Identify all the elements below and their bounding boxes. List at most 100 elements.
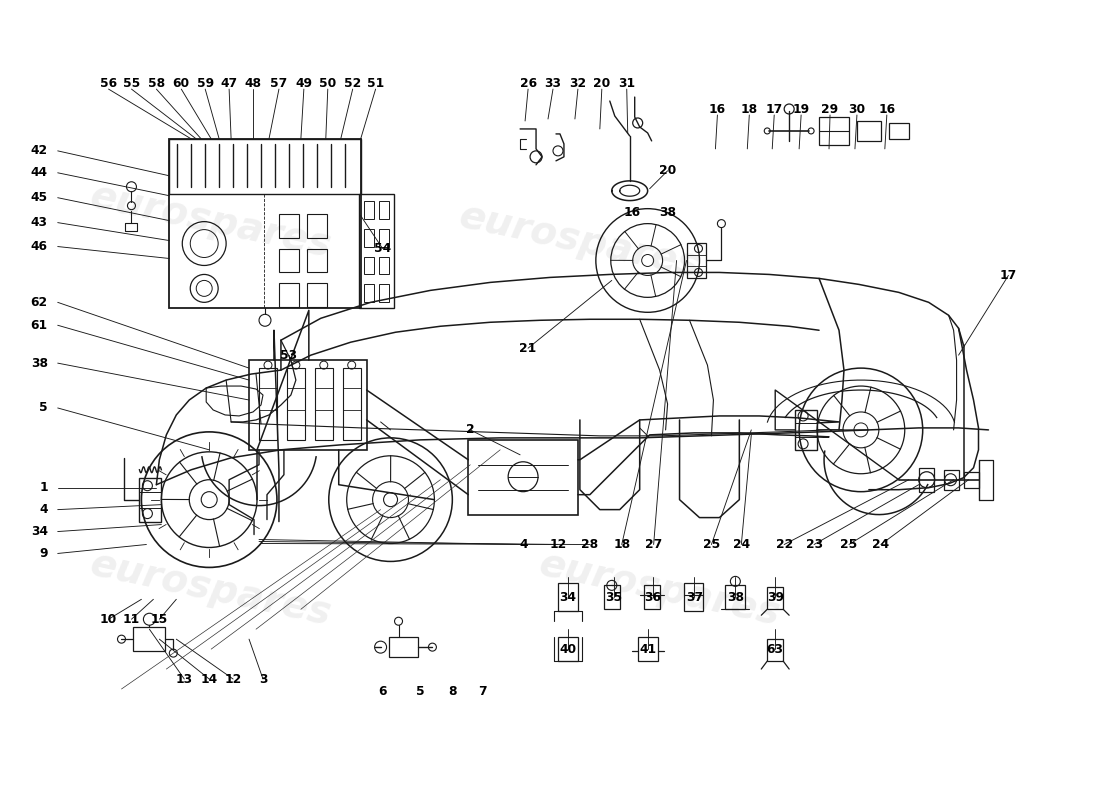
Text: 39: 39: [767, 591, 783, 604]
Text: 12: 12: [224, 673, 242, 686]
Text: 63: 63: [767, 642, 783, 656]
Text: 3: 3: [258, 673, 267, 686]
Text: 26: 26: [519, 77, 537, 90]
Text: 58: 58: [147, 77, 165, 90]
Bar: [279, 214, 299, 238]
Text: eurospares: eurospares: [87, 177, 336, 265]
Bar: [249, 360, 366, 450]
Text: 23: 23: [805, 538, 823, 551]
Text: 18: 18: [613, 538, 630, 551]
Text: 27: 27: [645, 538, 662, 551]
Text: 19: 19: [793, 102, 810, 115]
Bar: [378, 229, 388, 246]
Bar: [169, 139, 361, 194]
Text: 5: 5: [416, 686, 425, 698]
Text: 56: 56: [100, 77, 117, 90]
Text: 20: 20: [593, 77, 611, 90]
Text: 57: 57: [271, 77, 287, 90]
Text: 28: 28: [581, 538, 598, 551]
Text: 37: 37: [686, 591, 703, 604]
Text: 51: 51: [367, 77, 384, 90]
Bar: [307, 283, 327, 307]
Bar: [857, 121, 881, 141]
Text: 1: 1: [40, 481, 47, 494]
Text: 29: 29: [822, 102, 838, 115]
Text: 41: 41: [639, 642, 657, 656]
Bar: [378, 257, 388, 274]
Text: 8: 8: [448, 686, 456, 698]
Text: 4: 4: [520, 538, 528, 551]
Text: 62: 62: [31, 296, 47, 309]
Text: 15: 15: [151, 613, 168, 626]
Text: 7: 7: [477, 686, 486, 698]
Bar: [279, 249, 299, 273]
Text: 49: 49: [296, 77, 312, 90]
Text: 24: 24: [733, 538, 750, 551]
Bar: [918, 468, 934, 492]
Text: 21: 21: [519, 342, 537, 354]
Text: 13: 13: [176, 673, 192, 686]
Bar: [287, 368, 305, 440]
Bar: [364, 285, 374, 302]
Bar: [378, 201, 388, 218]
Text: 6: 6: [378, 686, 387, 698]
Bar: [964, 472, 979, 488]
Text: 55: 55: [123, 77, 140, 90]
Bar: [307, 214, 327, 238]
Bar: [558, 583, 578, 611]
Text: 25: 25: [840, 538, 858, 551]
Text: 53: 53: [280, 349, 297, 362]
Bar: [307, 249, 327, 273]
Text: 16: 16: [878, 102, 895, 115]
Bar: [725, 586, 746, 610]
Text: 24: 24: [872, 538, 890, 551]
Text: 38: 38: [727, 591, 744, 604]
Bar: [279, 283, 299, 307]
Text: 42: 42: [31, 144, 47, 158]
Bar: [604, 586, 619, 610]
Text: 44: 44: [31, 166, 47, 179]
Bar: [364, 257, 374, 274]
Text: 30: 30: [848, 102, 866, 115]
Bar: [343, 368, 361, 440]
Bar: [133, 627, 165, 651]
Bar: [644, 586, 660, 610]
Bar: [364, 229, 374, 246]
Text: eurospares: eurospares: [455, 197, 704, 285]
Bar: [469, 440, 578, 514]
Text: 31: 31: [618, 77, 636, 90]
Bar: [686, 242, 706, 278]
Bar: [378, 285, 388, 302]
Text: 36: 36: [645, 591, 661, 604]
Bar: [767, 639, 783, 661]
Text: 59: 59: [197, 77, 213, 90]
Text: 20: 20: [659, 164, 676, 178]
Bar: [169, 139, 361, 308]
Bar: [315, 368, 333, 440]
Bar: [558, 637, 578, 661]
Bar: [944, 470, 958, 490]
Bar: [683, 583, 704, 611]
Bar: [258, 368, 277, 440]
Bar: [364, 201, 374, 218]
Text: 2: 2: [466, 423, 474, 436]
Text: 33: 33: [544, 77, 561, 90]
Text: 14: 14: [200, 673, 218, 686]
Text: 16: 16: [708, 102, 726, 115]
Text: 17: 17: [766, 102, 783, 115]
Text: eurospares: eurospares: [536, 546, 784, 634]
Text: 17: 17: [1000, 269, 1018, 282]
Text: 16: 16: [624, 206, 640, 219]
Text: 60: 60: [173, 77, 190, 90]
Bar: [889, 123, 909, 139]
Text: 22: 22: [776, 538, 793, 551]
Text: 54: 54: [374, 242, 392, 255]
Text: 34: 34: [560, 591, 576, 604]
Text: 34: 34: [31, 525, 47, 538]
Text: 40: 40: [560, 642, 576, 656]
Text: 48: 48: [244, 77, 262, 90]
Text: 45: 45: [31, 191, 47, 204]
Text: 38: 38: [659, 206, 676, 219]
Text: 35: 35: [605, 591, 623, 604]
Bar: [820, 117, 849, 145]
